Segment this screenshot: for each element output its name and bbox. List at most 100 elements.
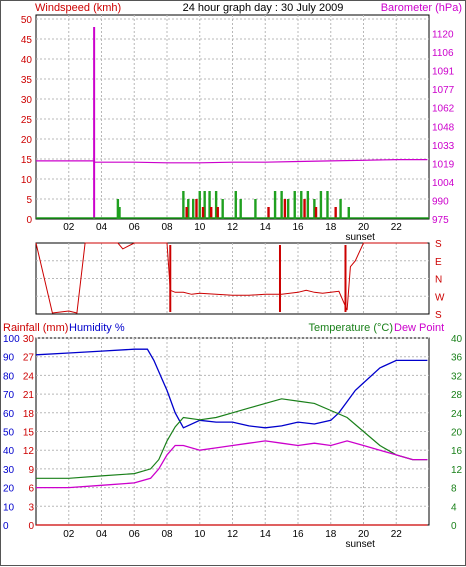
bottom-x-tick-label: 12 xyxy=(227,529,239,540)
direction-tick-label: S xyxy=(435,310,442,321)
top-x-tick-label: 08 xyxy=(161,222,173,233)
gust-bar xyxy=(286,199,290,219)
gust-bar xyxy=(319,191,323,219)
humidity-tick-label: 90 xyxy=(3,353,15,364)
bottom-sunset-label: sunset xyxy=(345,539,375,550)
rainfall-tick-label: 27 xyxy=(23,353,35,364)
windspeed-bar xyxy=(216,207,219,219)
gust-bar xyxy=(187,199,190,219)
humidity-axis-label: Humidity % xyxy=(69,322,125,334)
direction-tick-label: S xyxy=(435,239,442,250)
dewpoint-line xyxy=(36,440,428,489)
direction-tick-label: N xyxy=(435,275,442,286)
barometer-tick-label: 1106 xyxy=(432,48,454,59)
temperature-tick-label: 0 xyxy=(451,521,457,532)
bottom-x-tick-label: 14 xyxy=(260,529,272,540)
gust-bar xyxy=(214,191,218,219)
rainfall-tick-label: 21 xyxy=(23,390,35,401)
gust-bar xyxy=(347,207,350,219)
temperature-tick-label: 20 xyxy=(451,428,463,439)
humidity-tick-label: 40 xyxy=(3,446,15,457)
rainfall-tick-label: 0 xyxy=(28,521,34,532)
barometer-tick-label: 990 xyxy=(432,196,449,207)
bottom-x-tick-label: 04 xyxy=(96,529,108,540)
rainfall-tick-label: 3 xyxy=(28,502,34,513)
temperature-tick-label: 8 xyxy=(451,484,457,495)
barometer-tick-label: 1120 xyxy=(432,30,454,41)
rainfall-tick-label: 30 xyxy=(23,334,35,345)
windspeed-bar xyxy=(210,207,213,219)
barometer-tick-label: 1048 xyxy=(432,122,455,133)
humidity-tick-label: 10 xyxy=(3,502,15,513)
humidity-tick-label: 30 xyxy=(3,465,15,476)
gust-bar xyxy=(239,199,242,219)
windspeed-bar xyxy=(201,207,205,219)
chart-title: 24 hour graph day : 30 July 2009 xyxy=(183,2,344,14)
temperature-line xyxy=(36,398,428,479)
wind-direction-line xyxy=(35,242,428,314)
top-x-tick-label: 16 xyxy=(292,222,304,233)
gust-bar xyxy=(254,199,257,219)
windspeed-bar xyxy=(195,199,198,219)
windspeed-bar xyxy=(267,207,270,219)
top-x-tick-label: 14 xyxy=(260,222,272,233)
windspeed-tick-label: 0 xyxy=(26,215,32,226)
rainfall-tick-label: 24 xyxy=(23,371,35,382)
windspeed-tick-label: 25 xyxy=(21,115,33,126)
temperature-tick-label: 32 xyxy=(451,371,463,382)
humidity-tick-label: 100 xyxy=(3,334,20,345)
gust-bar xyxy=(208,191,211,219)
windspeed-tick-label: 35 xyxy=(21,75,33,86)
windspeed-bar xyxy=(334,207,337,219)
bottom-x-tick-label: 08 xyxy=(161,529,173,540)
windspeed-bar xyxy=(303,199,306,219)
rainfall-tick-label: 18 xyxy=(23,409,35,420)
windspeed-tick-label: 45 xyxy=(21,35,33,46)
gust-bar xyxy=(198,191,201,219)
humidity-tick-label: 80 xyxy=(3,371,15,382)
humidity-tick-label: 0 xyxy=(3,521,9,532)
gust-bar xyxy=(221,199,224,219)
barometer-tick-label: 1019 xyxy=(432,159,455,170)
bottom-x-tick-label: 06 xyxy=(129,529,141,540)
bottom-x-tick-label: 02 xyxy=(63,529,75,540)
gust-bar xyxy=(273,191,277,219)
temperature-axis-label: Temperature (°C) xyxy=(309,322,393,334)
barometer-tick-label: 1004 xyxy=(432,178,455,189)
humidity-tick-label: 50 xyxy=(3,428,15,439)
gust-bar xyxy=(234,191,237,219)
humidity-tick-label: 70 xyxy=(3,390,15,401)
windspeed-tick-label: 10 xyxy=(21,175,33,186)
gust-bar xyxy=(300,191,303,219)
barometer-tick-label: 1091 xyxy=(432,67,455,78)
top-x-tick-label: 06 xyxy=(129,222,141,233)
windspeed-tick-label: 40 xyxy=(21,55,33,66)
gust-bar xyxy=(192,199,195,219)
gust-bar xyxy=(339,199,342,219)
top-x-tick-label: 18 xyxy=(325,222,337,233)
barometer-tick-label: 975 xyxy=(432,215,449,226)
barometer-tick-label: 1077 xyxy=(432,85,455,96)
wind-barometer-panel: 0510152025303540455097599010041019103310… xyxy=(21,14,455,243)
rainfall-tick-label: 6 xyxy=(28,484,34,495)
rainfall-tick-label: 12 xyxy=(23,446,35,457)
gust-bar xyxy=(293,191,296,219)
humidity-tick-label: 60 xyxy=(3,409,15,420)
direction-tick-label: E xyxy=(435,257,442,268)
gust-bar xyxy=(118,207,121,219)
bottom-x-tick-label: 18 xyxy=(325,529,337,540)
gust-bar xyxy=(116,199,120,219)
gust-bar xyxy=(313,199,316,219)
humidity-tick-label: 20 xyxy=(3,484,15,495)
direction-tick-label: W xyxy=(435,292,445,303)
dewpoint-axis-label: Dew Point xyxy=(394,322,444,334)
windspeed-tick-label: 15 xyxy=(21,155,33,166)
bottom-x-tick-label: 20 xyxy=(358,529,370,540)
windspeed-tick-label: 20 xyxy=(21,135,33,146)
windspeed-bar xyxy=(314,207,318,219)
humidity-line xyxy=(35,348,428,429)
